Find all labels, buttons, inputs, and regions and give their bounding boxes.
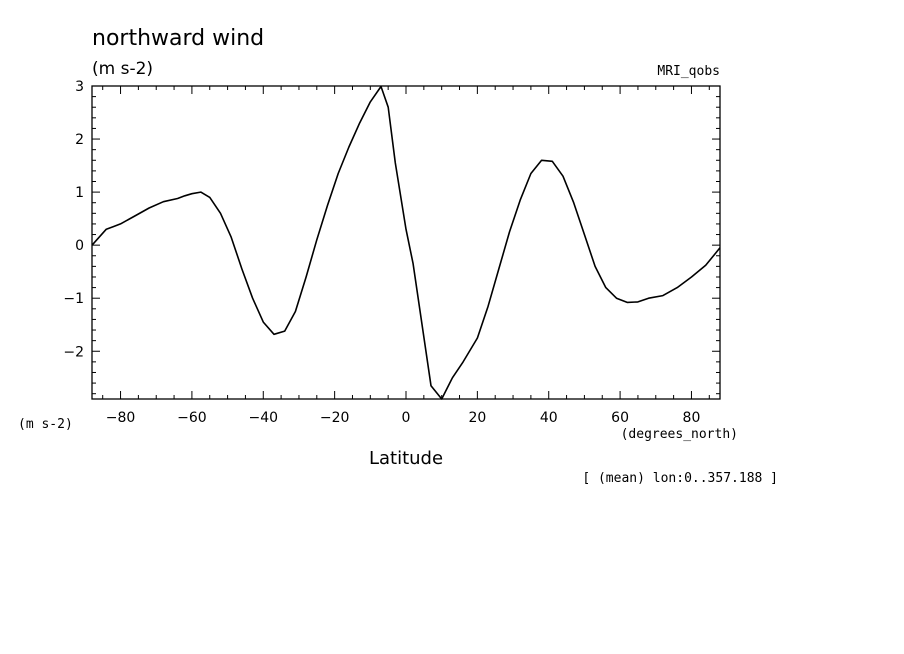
y-tick-label: −2 [63,344,84,360]
x-tick-label: −40 [248,410,278,426]
x-tick-label: 0 [402,410,411,426]
x-axis-label: Latitude [369,448,443,469]
y-tick-label: 1 [75,185,84,201]
x-tick-label: −20 [320,410,350,426]
x-tick-label: 80 [683,410,701,426]
x-tick-label: 60 [611,410,629,426]
title-units: (m s-2) [92,59,153,79]
plot-frame [91,85,721,400]
y-tick-label: 3 [75,79,84,95]
series-line [91,85,721,400]
footnote: [ (mean) lon:0..357.188 ] [582,471,778,486]
x-tick-label: 20 [468,410,486,426]
y-tick-label: 0 [75,238,84,254]
x-axis-units: (degrees_north) [621,427,738,442]
x-tick-label: 40 [540,410,558,426]
x-tick-labels: −80 −60 −40 −20 0 20 40 60 80 [106,410,701,426]
y-tick-label: 2 [75,132,84,148]
axis-ticks [92,85,720,399]
series-group [91,85,721,400]
dataset-label: MRI_qobs [657,64,720,79]
x-tick-label: −80 [106,410,136,426]
plot-frame-group [91,85,721,400]
x-tick-label: −60 [177,410,207,426]
y-tick-label: −1 [63,291,84,307]
chart-title: northward wind [92,26,264,51]
y-axis-units: (m s-2) [18,417,73,432]
y-tick-labels: −2 −1 0 1 2 3 [63,79,84,360]
